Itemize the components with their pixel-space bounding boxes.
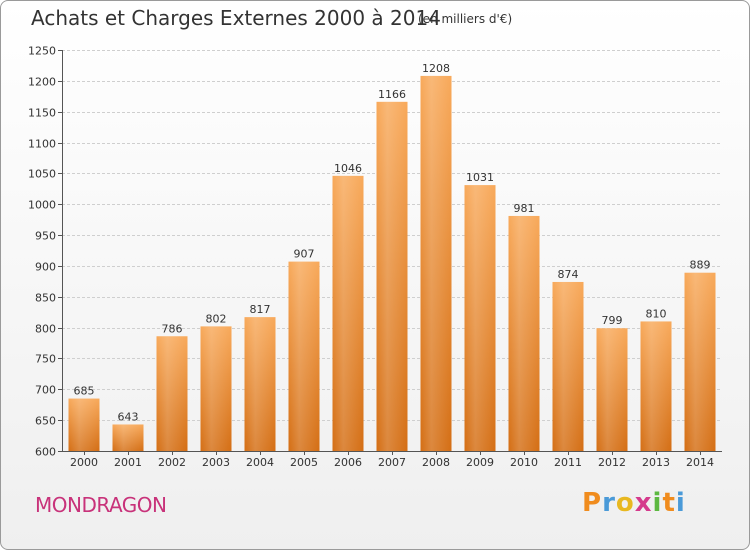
bar-highlight	[112, 424, 144, 451]
chart-title: Achats et Charges Externes 2000 à 2014	[31, 6, 441, 30]
bar-highlight	[640, 321, 672, 451]
x-tick-label-2006: 2006	[334, 456, 362, 469]
x-tick-label-2011: 2011	[554, 456, 582, 469]
x-tick-label-2007: 2007	[378, 456, 406, 469]
y-tick-label: 1100	[28, 138, 56, 151]
data-label-2012: 799	[602, 314, 623, 327]
bar-highlight	[684, 272, 716, 451]
data-label-2007: 1166	[378, 88, 406, 101]
y-tick-label: 900	[35, 261, 56, 274]
bar-highlight	[332, 175, 364, 452]
logo-letter: x	[634, 488, 653, 518]
x-tick-label-2012: 2012	[598, 456, 626, 469]
bar-highlight	[508, 215, 540, 451]
data-label-2003: 802	[206, 312, 227, 325]
logo-letter: o	[615, 488, 635, 518]
chart-subtitle: (en milliers d'€)	[418, 12, 513, 26]
bar-highlight	[376, 101, 408, 452]
data-label-2005: 907	[294, 248, 315, 261]
logo-letter: i	[675, 488, 686, 518]
bar-highlight	[200, 326, 232, 451]
y-tick-label: 750	[35, 353, 56, 366]
y-tick-label: 1200	[28, 76, 56, 89]
y-tick-label: 800	[35, 323, 56, 336]
y-tick-label: 600	[35, 446, 56, 459]
x-tick-label-2000: 2000	[70, 456, 98, 469]
y-tick-label: 950	[35, 230, 56, 243]
data-label-2004: 817	[250, 303, 271, 316]
data-label-2000: 685	[74, 385, 95, 398]
x-tick-label-2009: 2009	[466, 456, 494, 469]
bar-highlight	[596, 328, 628, 451]
data-label-2006: 1046	[334, 162, 362, 175]
y-tick-label: 700	[35, 384, 56, 397]
logo-letter: i	[652, 488, 663, 518]
logo-letter: t	[662, 488, 676, 518]
bar-highlight	[288, 261, 320, 451]
x-tick-label-2008: 2008	[422, 456, 450, 469]
x-tick-label-2001: 2001	[114, 456, 142, 469]
bar-highlight	[420, 75, 452, 451]
bar-highlight	[244, 317, 276, 451]
x-tick-label-2014: 2014	[686, 456, 714, 469]
data-label-2013: 810	[646, 307, 667, 320]
logo-letter: r	[602, 488, 616, 518]
bar-highlight	[156, 336, 188, 451]
x-tick-label-2013: 2013	[642, 456, 670, 469]
logo-letter: P	[582, 488, 603, 518]
bar-highlight	[464, 185, 496, 452]
x-tick-label-2005: 2005	[290, 456, 318, 469]
x-tick-label-2003: 2003	[202, 456, 230, 469]
data-label-2008: 1208	[422, 62, 450, 75]
proxiti-logo: Proxiti	[582, 488, 686, 518]
y-tick-label: 1150	[28, 107, 56, 120]
data-label-2014: 889	[690, 259, 711, 272]
data-label-2009: 1031	[466, 171, 494, 184]
commune-name: MONDRAGON	[35, 493, 167, 517]
data-label-2010: 981	[514, 202, 535, 215]
y-tick-label: 1050	[28, 168, 56, 181]
x-tick-label-2010: 2010	[510, 456, 538, 469]
y-tick-label: 850	[35, 292, 56, 305]
bar-highlight	[68, 398, 100, 451]
data-label-2011: 874	[558, 268, 579, 281]
bar-highlight	[552, 281, 584, 451]
y-tick-label: 1250	[28, 45, 56, 58]
data-label-2001: 643	[118, 410, 139, 423]
x-tick-label-2002: 2002	[158, 456, 186, 469]
data-label-2002: 786	[162, 322, 183, 335]
y-tick-label: 1000	[28, 199, 56, 212]
y-tick-label: 650	[35, 415, 56, 428]
x-tick-label-2004: 2004	[246, 456, 274, 469]
